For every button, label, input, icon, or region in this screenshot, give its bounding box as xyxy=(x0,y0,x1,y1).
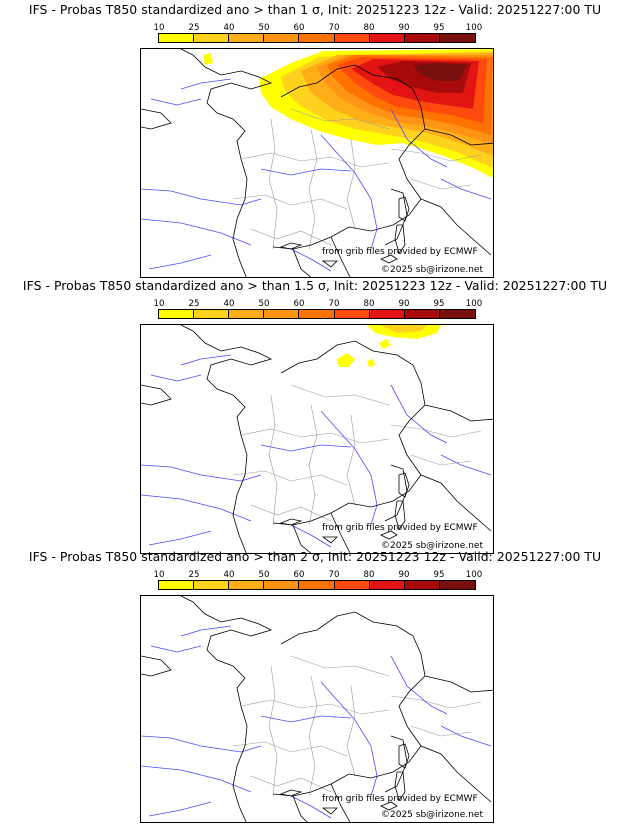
admin-borders xyxy=(232,655,482,797)
colorbar-tick: 100 xyxy=(465,299,483,309)
colorbar-tick: 10 xyxy=(153,23,165,33)
colorbar-segment xyxy=(264,581,300,589)
colorbar-segment xyxy=(369,581,405,589)
colorbar-segment xyxy=(299,581,335,589)
colorbar-tick: 50 xyxy=(258,299,270,309)
colorbar-tick: 50 xyxy=(258,570,270,580)
colorbar-segment xyxy=(334,581,370,589)
map-france xyxy=(140,595,494,823)
panel-1-sigma: IFS - Probas T850 standardized ano > tha… xyxy=(0,0,630,278)
colorbar-tick: 95 xyxy=(433,570,445,580)
colorbar xyxy=(158,309,476,319)
colorbar-tick: 90 xyxy=(398,570,410,580)
colorbar-segment xyxy=(334,34,370,42)
probability-field xyxy=(337,325,441,367)
admin-borders xyxy=(232,108,482,250)
colorbar-tick: 60 xyxy=(293,299,305,309)
rivers xyxy=(141,78,492,272)
colorbar-tick: 40 xyxy=(223,570,235,580)
credit-copyright: ©2025 sb@irizone.net xyxy=(381,541,483,551)
colorbar-segment xyxy=(194,581,230,589)
colorbar-segment xyxy=(299,310,335,318)
colorbar-segment xyxy=(159,310,195,318)
rivers xyxy=(141,625,492,819)
colorbar-tick: 10 xyxy=(153,299,165,309)
colorbar-tick: 70 xyxy=(328,23,340,33)
colorbar-segment xyxy=(194,310,230,318)
colorbar-segment xyxy=(439,34,475,42)
map-canvas xyxy=(141,596,493,822)
map-canvas xyxy=(141,325,493,553)
map-france xyxy=(140,324,494,554)
credit-source: from grib files provided by ECMWF xyxy=(322,523,478,533)
colorbar-segment xyxy=(404,34,440,42)
panel-title: IFS - Probas T850 standardized ano > tha… xyxy=(28,549,602,564)
colorbar-segment xyxy=(229,310,265,318)
colorbar-tick-labels: 10 25 40 50 60 70 80 90 95 100 xyxy=(154,299,483,309)
colorbar-tick: 100 xyxy=(465,23,483,33)
credit-copyright: ©2025 sb@irizone.net xyxy=(381,810,483,820)
colorbar-segment xyxy=(439,581,475,589)
panel-title: IFS - Probas T850 standardized ano > tha… xyxy=(22,278,608,293)
probability-field xyxy=(203,49,493,178)
colorbar-segment xyxy=(334,310,370,318)
colorbar-tick: 60 xyxy=(293,23,305,33)
colorbar-segment xyxy=(159,34,195,42)
colorbar-tick: 25 xyxy=(188,570,200,580)
colorbar xyxy=(158,580,476,590)
colorbar-tick: 10 xyxy=(153,570,165,580)
colorbar-tick: 95 xyxy=(433,23,445,33)
colorbar-tick: 25 xyxy=(188,23,200,33)
colorbar-segment xyxy=(229,34,265,42)
colorbar-tick: 80 xyxy=(363,570,375,580)
colorbar-tick-labels: 10 25 40 50 60 70 80 90 95 100 xyxy=(154,570,483,580)
colorbar-tick: 70 xyxy=(328,299,340,309)
colorbar-segment xyxy=(159,581,195,589)
colorbar-segment xyxy=(369,310,405,318)
coastlines-borders xyxy=(141,325,493,553)
colorbar-tick: 80 xyxy=(363,299,375,309)
colorbar-segment xyxy=(439,310,475,318)
colorbar-tick: 90 xyxy=(398,23,410,33)
colorbar-segment xyxy=(194,34,230,42)
map-canvas xyxy=(141,49,493,277)
credit-source: from grib files provided by ECMWF xyxy=(322,794,478,804)
colorbar-tick: 80 xyxy=(363,23,375,33)
admin-borders xyxy=(232,384,482,526)
colorbar-segment xyxy=(229,581,265,589)
panel-2-sigma: IFS - Probas T850 standardized ano > tha… xyxy=(0,547,630,823)
panel-1.5-sigma: IFS - Probas T850 standardized ano > tha… xyxy=(0,276,630,554)
credit-source: from grib files provided by ECMWF xyxy=(322,247,478,257)
colorbar-segment xyxy=(404,581,440,589)
colorbar-tick: 40 xyxy=(223,23,235,33)
colorbar-tick: 40 xyxy=(223,299,235,309)
coastlines-borders xyxy=(141,49,493,277)
colorbar-segment xyxy=(369,34,405,42)
colorbar-tick: 100 xyxy=(465,570,483,580)
colorbar-segment xyxy=(299,34,335,42)
colorbar-tick: 60 xyxy=(293,570,305,580)
colorbar-segment xyxy=(264,310,300,318)
rivers xyxy=(141,354,492,548)
panel-title: IFS - Probas T850 standardized ano > tha… xyxy=(28,2,602,17)
coastlines-borders xyxy=(141,596,493,822)
colorbar-tick: 90 xyxy=(398,299,410,309)
map-france xyxy=(140,48,494,278)
credit-copyright: ©2025 sb@irizone.net xyxy=(381,265,483,275)
colorbar-tick: 25 xyxy=(188,299,200,309)
colorbar-tick-labels: 10 25 40 50 60 70 80 90 95 100 xyxy=(154,23,483,33)
colorbar xyxy=(158,33,476,43)
colorbar-segment xyxy=(264,34,300,42)
colorbar-segment xyxy=(404,310,440,318)
colorbar-tick: 95 xyxy=(433,299,445,309)
colorbar-tick: 50 xyxy=(258,23,270,33)
colorbar-tick: 70 xyxy=(328,570,340,580)
